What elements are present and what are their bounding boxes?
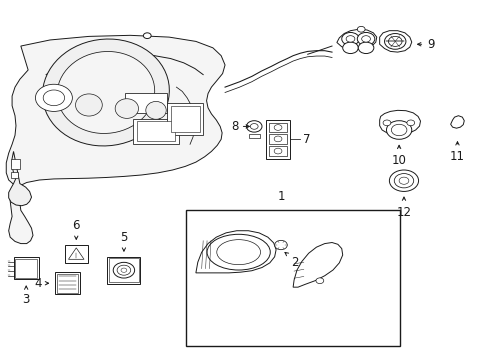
Polygon shape — [196, 231, 276, 273]
Bar — [11, 172, 19, 178]
Ellipse shape — [115, 99, 138, 118]
Circle shape — [346, 36, 354, 42]
Text: 8: 8 — [231, 120, 238, 133]
Ellipse shape — [42, 39, 169, 146]
Circle shape — [250, 123, 258, 129]
Polygon shape — [6, 35, 224, 244]
Circle shape — [388, 170, 418, 192]
Circle shape — [274, 240, 287, 249]
Circle shape — [398, 177, 408, 184]
Ellipse shape — [145, 102, 166, 119]
Text: 4: 4 — [35, 277, 42, 290]
Bar — [170, 106, 200, 132]
Bar — [186, 210, 399, 346]
Bar — [64, 245, 88, 263]
Circle shape — [121, 268, 126, 273]
Circle shape — [361, 36, 370, 42]
Circle shape — [274, 148, 282, 154]
Polygon shape — [68, 248, 84, 259]
Bar — [269, 123, 286, 132]
Ellipse shape — [57, 51, 154, 134]
Circle shape — [315, 278, 323, 284]
Circle shape — [387, 36, 401, 46]
Bar — [132, 118, 179, 144]
Bar — [266, 120, 289, 158]
Bar — [269, 147, 286, 156]
Circle shape — [274, 136, 282, 142]
Bar — [166, 103, 203, 135]
Circle shape — [35, 84, 72, 111]
Bar — [16, 258, 37, 278]
Circle shape — [246, 121, 262, 132]
Circle shape — [357, 32, 374, 45]
Ellipse shape — [75, 94, 102, 116]
Bar — [136, 121, 175, 141]
Bar — [55, 272, 80, 294]
Circle shape — [342, 42, 358, 54]
Circle shape — [384, 33, 405, 49]
Polygon shape — [336, 29, 376, 50]
Ellipse shape — [206, 234, 270, 270]
Text: 7: 7 — [302, 133, 310, 146]
Circle shape — [390, 124, 406, 136]
Circle shape — [382, 120, 390, 126]
Circle shape — [274, 125, 282, 130]
Bar — [11, 159, 20, 169]
Bar — [249, 134, 260, 138]
Polygon shape — [292, 243, 342, 287]
Text: 11: 11 — [449, 150, 464, 163]
Circle shape — [43, 90, 64, 106]
Polygon shape — [450, 116, 463, 128]
Circle shape — [393, 174, 413, 188]
Text: 3: 3 — [22, 293, 30, 306]
Ellipse shape — [216, 240, 260, 265]
Text: 12: 12 — [396, 206, 410, 219]
Bar — [57, 274, 78, 293]
Circle shape — [406, 120, 414, 126]
Circle shape — [386, 121, 411, 139]
Circle shape — [117, 265, 130, 275]
Bar — [269, 134, 286, 144]
Circle shape — [341, 32, 359, 45]
Bar — [14, 257, 39, 279]
Bar — [109, 258, 138, 282]
Circle shape — [113, 262, 134, 278]
Circle shape — [357, 26, 365, 32]
Polygon shape — [379, 111, 420, 134]
Polygon shape — [379, 31, 411, 52]
Circle shape — [358, 42, 373, 54]
Text: 5: 5 — [120, 231, 127, 244]
Bar — [107, 257, 140, 284]
Text: 6: 6 — [72, 219, 80, 232]
Bar — [125, 93, 166, 113]
Text: 2: 2 — [290, 256, 298, 269]
Polygon shape — [9, 152, 31, 206]
Text: 1: 1 — [277, 189, 284, 203]
Text: 9: 9 — [426, 38, 433, 51]
Text: 10: 10 — [391, 154, 406, 167]
Circle shape — [143, 33, 151, 39]
